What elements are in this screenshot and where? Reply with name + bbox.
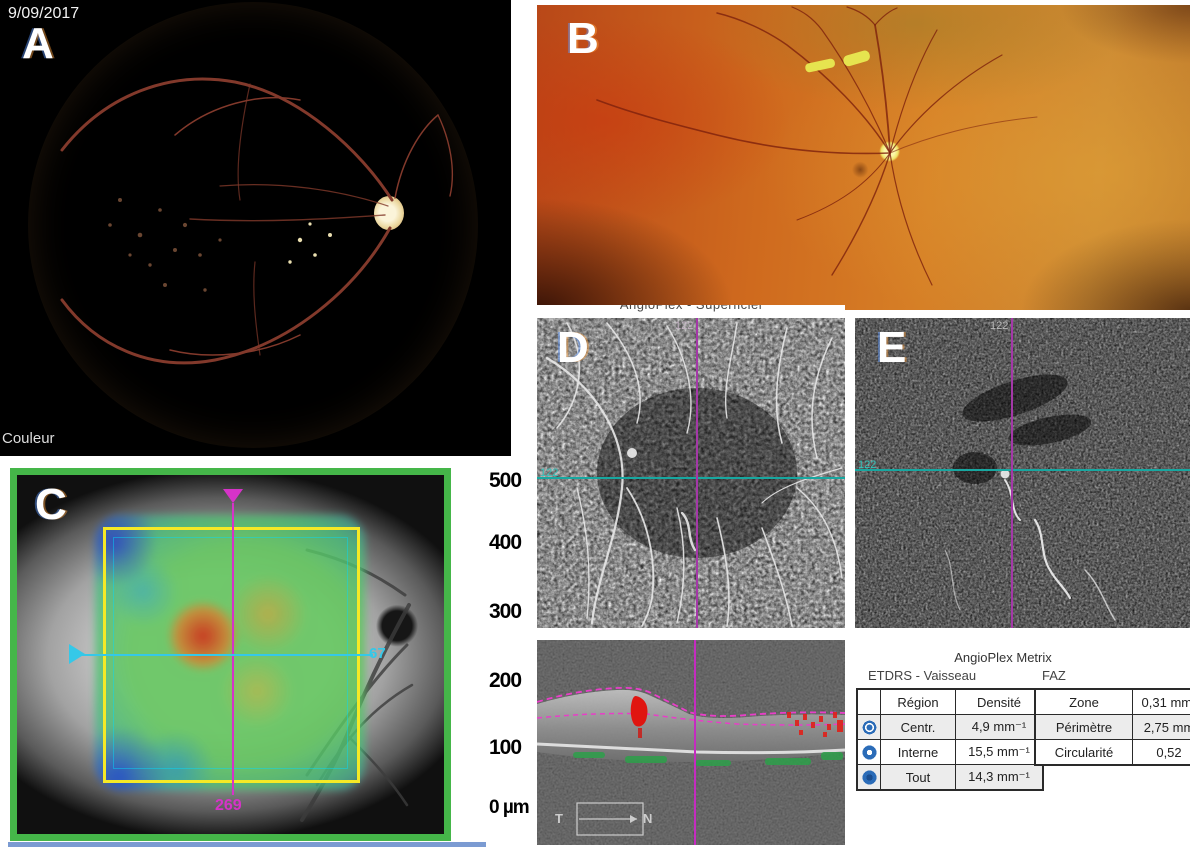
slice-vline-d — [696, 318, 698, 628]
metrix-title: AngioPlex Metrix — [954, 650, 1052, 665]
thickness-colorbar — [448, 470, 486, 844]
angio-header-clipped: AngioPlex - Superficiel — [537, 305, 845, 318]
panel-b-fundus-photo: B — [537, 5, 1190, 310]
flow-signal-blob — [630, 696, 648, 727]
retina-band — [537, 689, 845, 762]
segmentation-green — [573, 752, 843, 766]
thickness-color-overlay — [95, 515, 365, 790]
segmentation-magenta — [537, 686, 845, 726]
etdrs-row-whole-density: 14,3 mm⁻¹ — [956, 765, 1042, 789]
camera-notch — [392, 8, 438, 42]
panel-c-underline — [8, 842, 486, 847]
panel-a-label: A — [22, 19, 54, 68]
hyperreflective-spot-e — [1000, 469, 1010, 479]
etdrs-row-whole-region: Tout — [881, 765, 955, 789]
etdrs-col-region: Région — [881, 690, 955, 714]
faz-row-circularity-value: 0,52 — [1133, 740, 1190, 764]
etdrs-cube-outline — [113, 537, 348, 769]
faz-row-perimeter-name: Périmètre — [1036, 715, 1132, 739]
orientation-indicator — [576, 802, 644, 836]
etdrs-row-inner-density: 15,5 mm⁻¹ — [956, 740, 1042, 764]
colorbar-zero-label: 0 µm — [489, 797, 530, 818]
flow-signal-specks — [787, 712, 843, 737]
whole-zone-glyph — [861, 769, 877, 785]
etdrs-col-density: Densité — [956, 690, 1042, 714]
colorbar-tick-400: 400 — [489, 531, 522, 554]
panel-e-octa-deep: 122 122 E — [855, 318, 1190, 628]
faz-row-perimeter-value: 2,75 mm — [1133, 715, 1190, 739]
central-zone-glyph — [861, 719, 877, 735]
hline-value: 67 — [369, 645, 386, 662]
faz-row-zone-value: 0,31 mm² — [1133, 690, 1190, 714]
etdrs-row-inner-region: Interne — [881, 740, 955, 764]
colorbar-ticks: 500 400 300 200 100 0 µm — [489, 469, 549, 844]
slice-number-top-e: 122 — [990, 320, 1009, 332]
vessel-arcades — [60, 77, 454, 365]
slice-number-left-e: 122 — [858, 459, 877, 471]
temporal-label: T — [555, 811, 563, 826]
panel-c-label: C — [35, 480, 67, 529]
hemorrhage-dots — [108, 198, 222, 292]
bscan-position-marker — [223, 489, 243, 503]
etdrs-row-central-region: Centr. — [881, 715, 955, 739]
colorbar-tick-100: 100 — [489, 736, 522, 759]
panel-e-label: E — [877, 323, 907, 372]
inner-zone-glyph — [861, 744, 877, 760]
panel-d-octa-superficial: 122 122 D — [537, 318, 845, 628]
etdrs-header-icon-cell — [858, 690, 880, 714]
capture-date: 9/09/2017 — [8, 5, 80, 22]
oct-bscan-image — [537, 640, 845, 845]
panel-d-label: D — [557, 323, 589, 372]
nasal-label: N — [643, 811, 653, 826]
signal-void-blotches — [953, 374, 1092, 484]
panel-c-thickness-map: 67 269 C — [10, 468, 451, 841]
faz-row-zone-name: Zone — [1036, 690, 1132, 714]
vessel-fan — [596, 6, 1038, 286]
slice-marker-c — [69, 644, 85, 664]
flow-signal-drip — [638, 728, 642, 738]
octa-deep-image — [855, 318, 1190, 628]
colorbar-tick-200: 200 — [489, 669, 522, 692]
slice-hline-c — [77, 654, 373, 656]
oct-bscan: T N — [537, 640, 845, 845]
colorbar-tick-500: 500 — [489, 469, 522, 492]
metrix-section: AngioPlex Metrix ETDRS - Vaisseau FAZ Ré… — [846, 628, 1190, 856]
drusen-dots — [288, 222, 332, 264]
faz-table: Zone 0,31 mm² Périmètre 2,75 mm Circular… — [1034, 688, 1190, 766]
rpe-bright-line — [537, 742, 845, 755]
optic-disc — [374, 196, 404, 230]
colorbar-tick-300: 300 — [489, 600, 522, 623]
retinal-vessels-b — [596, 6, 1038, 286]
light-artifact — [805, 50, 870, 73]
etdrs-table: Région Densité Centr. 4,9 mm⁻¹ Interne 1… — [856, 688, 1044, 791]
vline-value: 269 — [215, 797, 242, 814]
slice-vline-e — [1011, 318, 1013, 628]
faz-caption: FAZ — [1042, 668, 1066, 683]
inner-zone-icon — [858, 740, 880, 764]
central-zone-icon — [858, 715, 880, 739]
whole-zone-icon — [858, 765, 880, 789]
slice-number-top-d: 122 — [675, 320, 694, 332]
slice-hline-e — [855, 469, 1190, 471]
panel-a-fundus-photo: 9/09/2017 A Couleur — [0, 0, 511, 456]
panel-b-label: B — [567, 14, 599, 63]
angio-header-text: AngioPlex - Superficiel — [537, 305, 845, 312]
etdrs-row-central-density: 4,9 mm⁻¹ — [956, 715, 1042, 739]
etdrs-caption: ETDRS - Vaisseau — [868, 668, 977, 683]
hyperreflective-spot — [627, 448, 637, 458]
retinal-vessels-a — [60, 77, 454, 365]
deep-capillary-texture — [855, 318, 1190, 628]
faz-row-circularity-name: Circularité — [1036, 740, 1132, 764]
slice-hline-d — [537, 477, 845, 479]
bscan-position-vline — [232, 503, 234, 795]
large-vessels — [545, 322, 843, 627]
slice-number-left-d: 122 — [540, 467, 559, 479]
capture-mode-label: Couleur — [2, 430, 55, 447]
